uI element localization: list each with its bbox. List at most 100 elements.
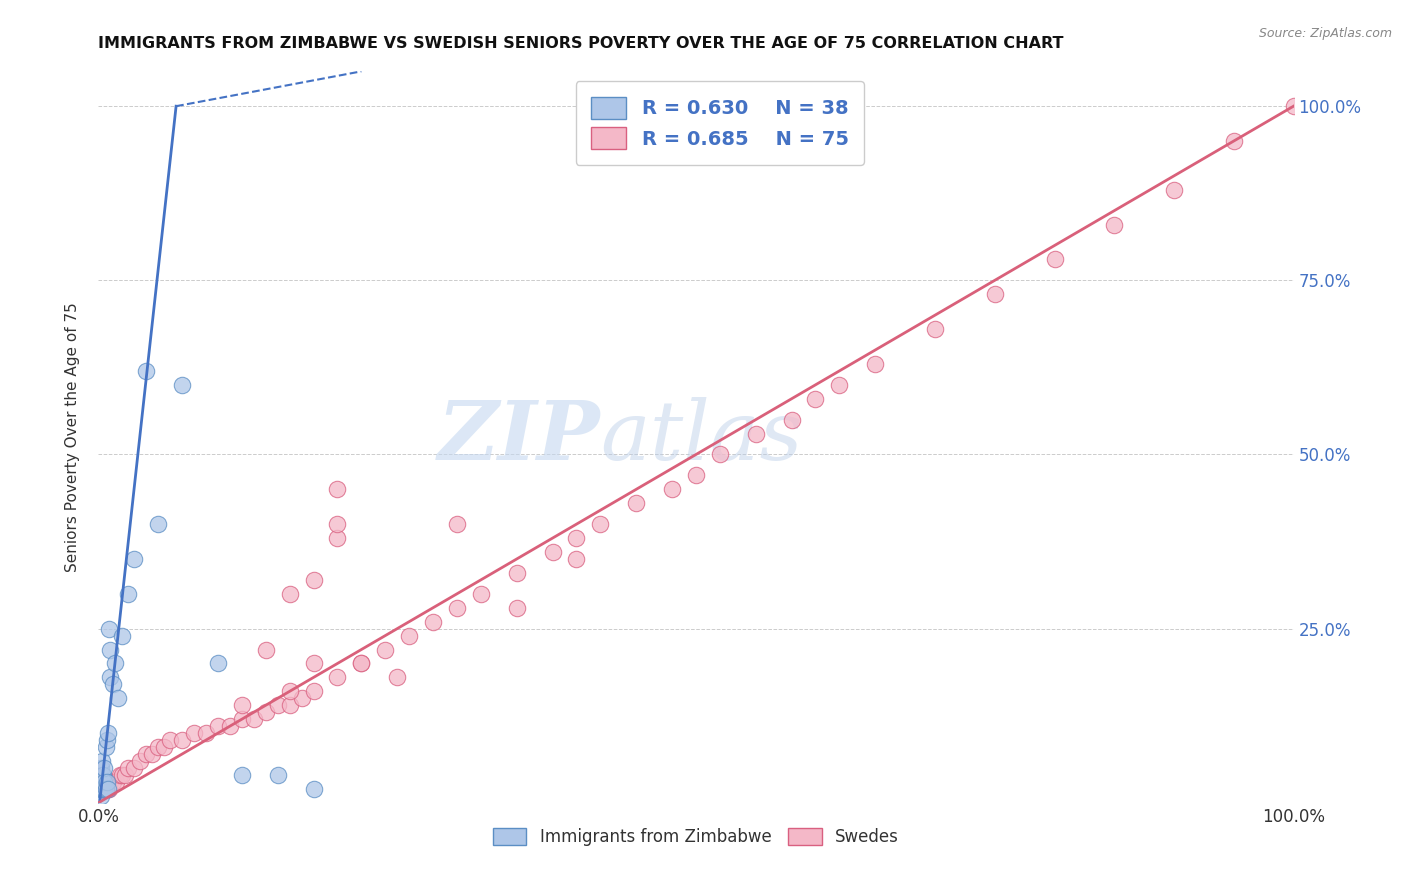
Point (105, 775, 128, 789)
Point (93, 761, 115, 775)
Y-axis label: Seniors Poverty Over the Age of 75: Seniors Poverty Over the Age of 75 (65, 302, 80, 572)
Point (111, 629, 134, 643)
Point (107, 691, 129, 706)
Point (195, 726, 218, 740)
Point (626, 496, 648, 510)
Point (278, 587, 301, 601)
Point (231, 698, 253, 713)
Text: IMMIGRANTS FROM ZIMBABWE VS SWEDISH SENIORS POVERTY OVER THE AGE OF 75 CORRELATI: IMMIGRANTS FROM ZIMBABWE VS SWEDISH SENI… (98, 36, 1064, 51)
Point (183, 726, 205, 740)
Point (89, 781, 111, 796)
Point (254, 705, 277, 719)
Point (91, 775, 114, 789)
Point (1043, 252, 1066, 267)
Point (114, 768, 136, 782)
Point (135, 364, 157, 378)
Point (101, 775, 124, 789)
Point (98, 775, 122, 789)
Point (91, 768, 114, 782)
Point (91, 781, 114, 796)
Point (541, 545, 564, 559)
Point (91, 781, 114, 796)
Point (96, 781, 118, 796)
Point (302, 657, 325, 671)
Point (302, 781, 325, 796)
Text: ZIP: ZIP (437, 397, 600, 477)
Point (141, 747, 163, 761)
Point (326, 531, 349, 545)
Point (302, 684, 325, 698)
Point (90, 789, 112, 803)
Point (470, 587, 492, 601)
Point (207, 657, 229, 671)
Point (565, 531, 588, 545)
Point (148, 517, 170, 532)
Point (97, 781, 120, 796)
Point (267, 698, 290, 713)
Point (219, 719, 242, 733)
Point (98, 622, 121, 636)
Point (111, 768, 134, 782)
Point (91, 754, 114, 768)
Point (135, 747, 157, 761)
Point (243, 712, 266, 726)
Point (302, 573, 325, 587)
Point (1163, 183, 1185, 197)
Point (96, 775, 118, 789)
Point (94, 740, 117, 755)
Point (93, 781, 115, 796)
Point (506, 600, 529, 615)
Point (124, 552, 146, 566)
Point (374, 642, 396, 657)
Point (780, 412, 803, 426)
Point (1104, 218, 1126, 232)
Point (108, 768, 131, 782)
Point (267, 768, 290, 782)
Point (172, 377, 194, 392)
Point (350, 657, 373, 671)
Point (446, 517, 468, 532)
Point (446, 600, 468, 615)
Point (1282, 99, 1305, 113)
Point (326, 483, 349, 497)
Point (172, 733, 194, 747)
Point (124, 761, 146, 775)
Point (90, 761, 112, 775)
Point (350, 657, 373, 671)
Point (129, 754, 152, 768)
Text: atlas: atlas (600, 397, 803, 477)
Point (159, 733, 181, 747)
Point (97, 781, 120, 796)
Point (865, 357, 887, 371)
Point (422, 615, 444, 629)
Point (984, 287, 1007, 301)
Point (96, 733, 118, 747)
Point (506, 566, 529, 580)
Point (148, 740, 170, 755)
Point (90, 781, 112, 796)
Point (104, 657, 127, 671)
Point (685, 468, 707, 483)
Point (661, 483, 683, 497)
Point (98, 670, 122, 684)
Point (91, 781, 114, 796)
Point (94, 781, 117, 796)
Point (94, 781, 117, 796)
Point (90, 775, 112, 789)
Point (804, 392, 827, 406)
Point (278, 698, 301, 713)
Point (91, 781, 114, 796)
Point (231, 712, 253, 726)
Point (207, 719, 229, 733)
Point (326, 670, 349, 684)
Point (828, 377, 851, 392)
Point (231, 768, 253, 782)
Point (90, 781, 112, 796)
Point (91, 768, 114, 782)
Point (98, 781, 121, 796)
Legend: Immigrants from Zimbabwe, Swedes: Immigrants from Zimbabwe, Swedes (486, 822, 905, 853)
Point (385, 670, 409, 684)
Point (89, 768, 111, 782)
Point (117, 761, 139, 775)
Point (924, 322, 946, 336)
